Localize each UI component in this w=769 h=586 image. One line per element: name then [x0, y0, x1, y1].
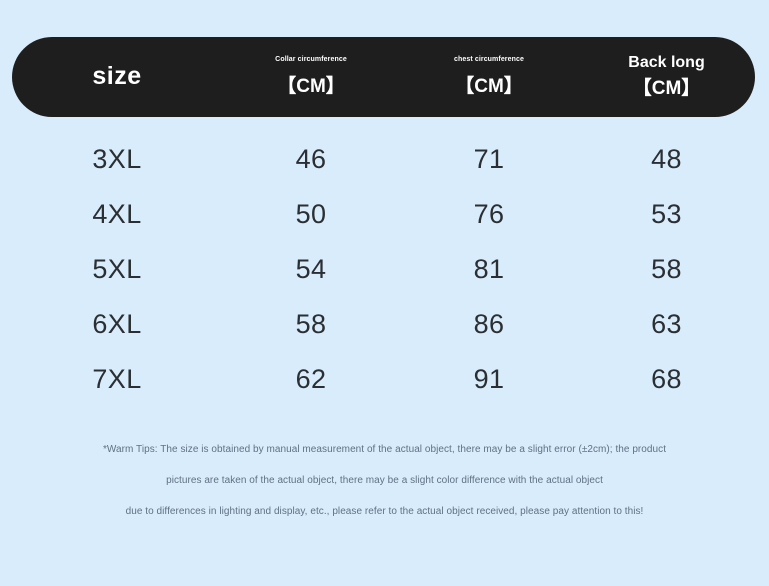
cell-chest: 91 [473, 364, 505, 394]
cell-collar: 54 [295, 254, 327, 284]
cell-size: 7XL [92, 364, 142, 394]
cell-collar: 50 [295, 199, 327, 229]
table-row: 6XL 58 86 63 [12, 297, 755, 352]
header-collar-unit: 【CM】 [277, 75, 345, 97]
header-collar-label: Collar circumference [275, 56, 347, 64]
header-size-label: size [92, 62, 142, 91]
cell-chest: 81 [473, 254, 505, 284]
table-row: 5XL 54 81 58 [12, 242, 755, 297]
cell-chest: 71 [473, 144, 505, 174]
cell-collar: 46 [295, 144, 327, 174]
header-cell-size: size [12, 37, 222, 117]
header-back-long-label: Back long [628, 54, 705, 72]
cell-chest: 76 [473, 199, 505, 229]
cell-size: 6XL [92, 309, 142, 339]
table-row: 4XL 50 76 53 [12, 187, 755, 242]
footnote-line-3: due to differences in lighting and displ… [125, 506, 644, 517]
cell-back-long: 63 [651, 309, 682, 339]
cell-size: 5XL [92, 254, 142, 284]
table-header-bar: size Collar circumference 【CM】 chest cir… [12, 37, 755, 117]
table-row: 7XL 62 91 68 [12, 352, 755, 407]
cell-back-long: 48 [651, 144, 682, 174]
footnote: *Warm Tips: The size is obtained by manu… [0, 434, 769, 527]
cell-back-long: 58 [651, 254, 682, 284]
cell-back-long: 53 [651, 199, 682, 229]
header-cell-collar: Collar circumference 【CM】 [222, 37, 400, 117]
header-back-long-unit: 【CM】 [632, 77, 701, 99]
header-cell-chest: chest circumference 【CM】 [400, 37, 578, 117]
table-row: 3XL 46 71 48 [12, 132, 755, 187]
footnote-line-2: pictures are taken of the actual object,… [166, 475, 603, 486]
table-body: 3XL 46 71 48 4XL 50 76 53 5XL 54 81 58 6… [12, 132, 755, 407]
cell-collar: 62 [295, 364, 327, 394]
header-cell-back-long: Back long 【CM】 [578, 37, 755, 117]
header-chest-unit: 【CM】 [455, 75, 523, 97]
cell-size: 4XL [92, 199, 142, 229]
cell-collar: 58 [295, 309, 327, 339]
header-chest-label: chest circumference [454, 56, 524, 64]
cell-back-long: 68 [651, 364, 682, 394]
footnote-line-1: *Warm Tips: The size is obtained by manu… [102, 444, 667, 455]
cell-size: 3XL [92, 144, 142, 174]
cell-chest: 86 [473, 309, 505, 339]
